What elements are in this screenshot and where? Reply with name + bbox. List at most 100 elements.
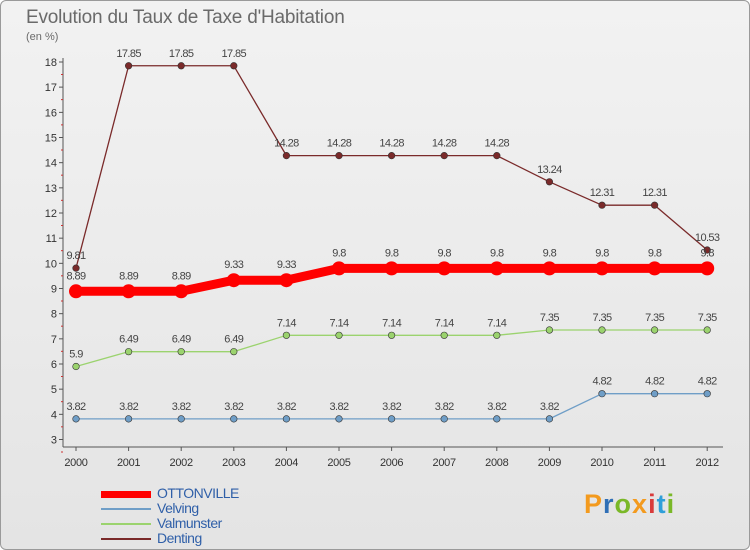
series-line-denting (75, 65, 708, 269)
data-point (542, 261, 557, 276)
y-tick-label: 16 (45, 107, 57, 119)
y-tick-label: 17 (45, 82, 57, 94)
chart-subtitle: (en %) (26, 31, 59, 43)
data-point (703, 326, 711, 334)
y-tick-label: 6 (51, 359, 57, 371)
data-label: 9.33 (224, 259, 243, 271)
data-label: 13.24 (537, 164, 562, 176)
x-tick-label: 2005 (327, 457, 350, 469)
data-label: 9.33 (277, 259, 296, 271)
data-point (650, 390, 659, 398)
data-label: 3.82 (277, 401, 296, 413)
data-point (647, 261, 662, 276)
data-point (72, 362, 80, 371)
data-label: 7.14 (435, 317, 454, 329)
data-point (700, 261, 715, 276)
x-tick-label: 2000 (64, 457, 87, 469)
data-label: 9.8 (385, 247, 399, 259)
data-point (335, 415, 343, 423)
data-label: 7.35 (645, 312, 664, 324)
data-point (121, 284, 136, 299)
data-label: 3.82 (540, 401, 559, 413)
data-point (72, 415, 80, 423)
data-label: 9.8 (595, 247, 609, 259)
y-tick-label: 15 (45, 133, 57, 145)
data-point (282, 331, 291, 339)
data-point (124, 62, 133, 70)
y-tick-label: 5 (51, 384, 57, 396)
data-label: 7.35 (698, 312, 717, 324)
data-label: 7.14 (277, 317, 296, 329)
chart-title: Evolution du Taux de Taxe d'Habitation (26, 7, 345, 28)
data-point (177, 62, 185, 70)
data-point (598, 390, 606, 398)
data-label: 8.89 (66, 270, 85, 282)
data-point (230, 415, 238, 423)
data-point (703, 246, 711, 254)
x-tick-label: 2011 (643, 457, 666, 469)
proxiti-logo: Proxiti (584, 489, 675, 520)
data-point (440, 152, 448, 160)
x-tick-label: 2006 (380, 457, 403, 469)
data-point (177, 415, 185, 423)
data-label: 7.14 (382, 317, 401, 329)
logo-letter: o (614, 489, 633, 519)
data-point (650, 201, 659, 209)
data-point (489, 261, 504, 276)
data-point (282, 152, 291, 160)
data-point (545, 326, 554, 334)
data-label: 12.31 (642, 187, 667, 199)
x-tick-label: 2002 (170, 457, 193, 469)
data-point (124, 415, 133, 423)
x-tick-label: 2012 (696, 457, 719, 469)
y-tick-label: 9 (51, 284, 57, 296)
data-label: 12.31 (590, 187, 615, 199)
data-point (332, 261, 346, 276)
logo-letter: i (648, 489, 657, 519)
data-label: 9.8 (700, 247, 714, 259)
data-point (493, 331, 501, 339)
data-point (493, 152, 501, 160)
data-label: 6.49 (119, 334, 138, 346)
y-tick-label: 18 (45, 57, 57, 69)
data-point (72, 264, 80, 272)
legend-label: Velving (157, 500, 199, 516)
x-tick-label: 2003 (222, 457, 245, 469)
data-point (440, 331, 448, 339)
data-label: 14.28 (379, 138, 404, 150)
data-point (388, 331, 396, 339)
data-label: 4.82 (645, 376, 664, 388)
data-label: 14.28 (485, 138, 510, 150)
y-tick-label: 3 (51, 435, 57, 447)
data-point (545, 178, 554, 186)
data-point (493, 415, 501, 423)
data-label: 4.82 (698, 376, 717, 388)
data-label: 3.82 (382, 401, 401, 413)
data-label: 17.85 (116, 48, 141, 60)
data-label: 9.8 (648, 247, 662, 259)
data-point (598, 326, 606, 334)
data-point (437, 261, 452, 276)
data-point (335, 152, 343, 160)
y-tick-label: 8 (51, 309, 57, 321)
logo-letter: i (666, 489, 676, 519)
logo-letter: t (656, 489, 667, 519)
data-label: 14.28 (432, 138, 457, 150)
y-tick-label: 4 (51, 409, 57, 421)
logo-letter: x (632, 489, 649, 519)
data-label: 9.8 (332, 247, 346, 259)
data-point (598, 201, 606, 209)
data-label: 8.89 (119, 270, 138, 282)
data-label: 3.82 (329, 401, 348, 413)
data-point (226, 273, 241, 288)
data-label: 6.49 (172, 334, 191, 346)
data-point (650, 326, 659, 334)
data-label: 6.49 (224, 334, 243, 346)
legend-swatch (101, 508, 151, 510)
data-label: 17.85 (222, 48, 247, 60)
y-tick-label: 14 (45, 158, 57, 170)
data-label: 5.9 (69, 349, 83, 361)
data-label: 3.82 (172, 401, 191, 413)
data-label: 9.8 (543, 247, 557, 259)
